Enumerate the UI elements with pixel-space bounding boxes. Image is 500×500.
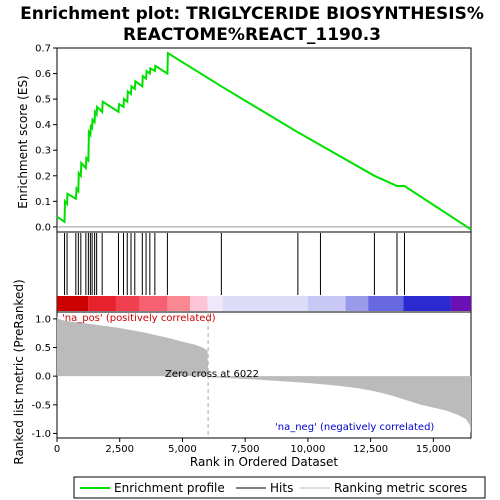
rank-color-band — [189, 296, 208, 311]
metric-panel: -1.0 -0.5 0.0 0.5 1.0 0 2,500 5,000 7,500 10,000… — [12, 279, 472, 469]
es-y-tick-label: 0.2 — [35, 171, 51, 182]
x-axis-label: Rank in Ordered Dataset — [190, 455, 338, 469]
x-tick-label: 15,000 — [416, 444, 451, 455]
es-y-tick-label: 0.0 — [35, 222, 51, 233]
rank-color-bar — [57, 296, 471, 311]
legend-label-enrichment-profile: Enrichment profile — [114, 481, 225, 495]
metric-y-ticks: -1.0 -0.5 0.0 0.5 1.0 — [31, 314, 57, 440]
rank-color-band — [57, 296, 89, 311]
es-y-tick-label: 0.6 — [35, 69, 51, 80]
legend-label-hits: Hits — [270, 481, 293, 495]
es-y-tick-label: 0.4 — [35, 120, 51, 131]
x-tick-label: 2,500 — [105, 444, 134, 455]
rank-color-band — [88, 296, 116, 311]
legend-frame — [73, 476, 486, 499]
enrichment-profile-line — [56, 51, 472, 231]
x-tick-label: 7,500 — [231, 444, 260, 455]
es-panel-frame — [56, 47, 472, 233]
hit-lines — [64, 233, 406, 295]
legend-label-ranking-metric-scores: Ranking metric scores — [334, 481, 467, 495]
metric-y-axis-label: Ranked list metric (PreRanked) — [12, 279, 26, 464]
rank-color-band — [167, 296, 190, 311]
es-y-tick-label: 0.5 — [35, 95, 51, 106]
x-tick-label: 10,000 — [290, 444, 325, 455]
metric-y-tick-label: -0.5 — [31, 400, 51, 411]
ranking-metric-area — [57, 316, 471, 434]
x-tick-label: 12,500 — [353, 444, 388, 455]
rank-color-band — [450, 296, 471, 311]
x-tick-label: 5,000 — [168, 444, 197, 455]
chart-title-line-2: REACTOME%REACT_1190.3 — [123, 25, 381, 45]
es-y-tick-label: 0.1 — [35, 197, 51, 208]
rank-color-band — [115, 296, 140, 311]
es-y-ticks: 0.0 0.1 0.2 0.3 0.4 0.5 0.6 0.7 — [35, 44, 57, 233]
x-tick-label: 0 — [54, 444, 60, 455]
rank-color-band — [368, 296, 404, 311]
positive-correlation-label: 'na_pos' (positively correlated) — [62, 313, 216, 324]
metric-y-tick-label: 0.5 — [35, 343, 51, 354]
es-y-tick-label: 0.7 — [35, 44, 51, 55]
metric-x-ticks: 0 2,500 5,000 7,500 10,000 12,500 15,000 — [54, 438, 451, 455]
hits-panel — [56, 231, 472, 313]
rank-color-band — [345, 296, 369, 311]
rank-color-band — [222, 296, 308, 311]
chart-title-line-1: Enrichment plot: TRIGLYCERIDE BIOSYNTHES… — [20, 4, 484, 24]
es-panel: 0.0 0.1 0.2 0.3 0.4 0.5 0.6 0.7 Enrichment scor… — [16, 44, 472, 233]
es-y-tick-label: 0.3 — [35, 146, 51, 157]
zero-cross-label: Zero cross at 6022 — [165, 369, 259, 380]
rank-color-band — [307, 296, 346, 311]
rank-color-band — [139, 296, 168, 311]
rank-color-band — [207, 296, 223, 311]
metric-y-tick-label: 0.0 — [35, 372, 51, 383]
metric-y-tick-label: -1.0 — [31, 429, 51, 440]
metric-y-tick-label: 1.0 — [35, 314, 51, 325]
es-y-axis-label: Enrichment score (ES) — [16, 75, 30, 208]
legend: Enrichment profile Hits Ranking metric s… — [73, 476, 486, 499]
rank-color-band — [403, 296, 451, 311]
negative-correlation-label: 'na_neg' (negatively correlated) — [275, 422, 434, 433]
